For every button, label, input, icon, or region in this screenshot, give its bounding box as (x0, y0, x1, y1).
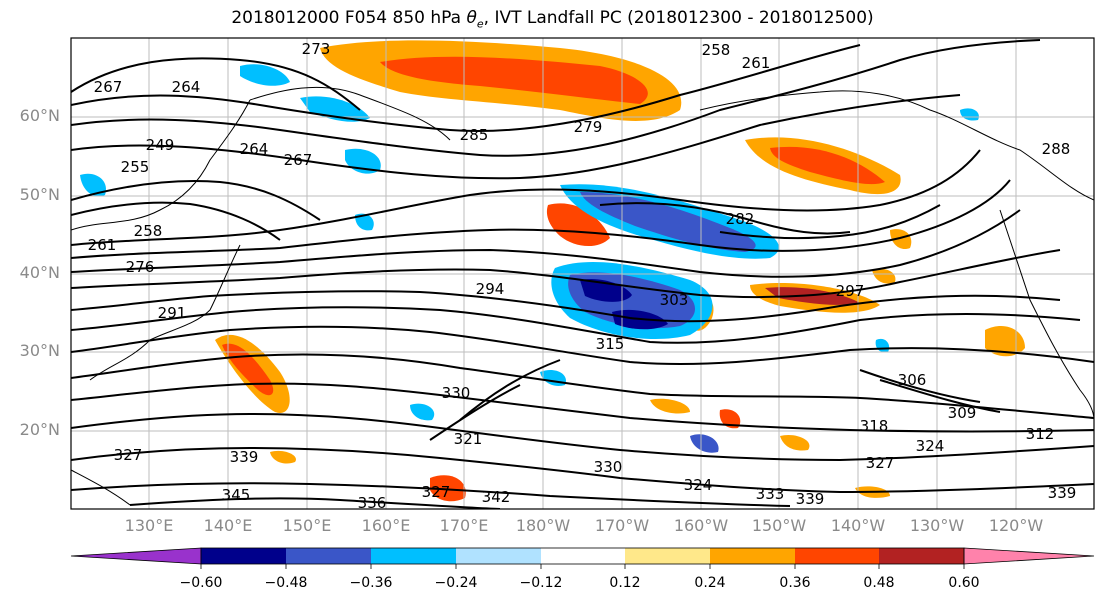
colorbar-tick-label: −0.24 (434, 575, 478, 591)
colorbar (70, 547, 1095, 569)
contour-label: 288 (1042, 140, 1071, 158)
contour-label: 324 (684, 476, 713, 494)
contour-label: 261 (88, 236, 117, 254)
contour-label: 249 (146, 136, 175, 154)
contour-label: 264 (240, 140, 269, 158)
map-frame (70, 37, 1095, 510)
lon-label: 130°W (909, 516, 965, 535)
contour-label: 312 (1026, 425, 1055, 443)
colorbar-segment (795, 548, 879, 564)
contour-label: 330 (442, 384, 471, 402)
colorbar-tick-label: −0.60 (179, 575, 223, 591)
colorbar-segment (201, 548, 286, 564)
lat-label: 60°N (19, 106, 60, 125)
contour-label: 342 (482, 488, 511, 506)
lon-label: 150°W (751, 516, 807, 535)
colorbar-extend-low (70, 547, 202, 565)
contour-label: 339 (230, 448, 259, 466)
contour-label: 330 (594, 458, 623, 476)
colorbar-segment (879, 548, 964, 564)
contour-label: 324 (916, 437, 945, 455)
colorbar-tick-label: −0.36 (349, 575, 393, 591)
colorbar-tick-label: 0.48 (863, 575, 895, 591)
map-title: 2018012000 F054 850 hPa θe, IVT Landfall… (231, 8, 874, 31)
colorbar-tick-label: 0.12 (609, 575, 641, 591)
lon-label: 140°W (830, 516, 886, 535)
contour-label: 339 (796, 490, 825, 508)
contour-label: 276 (126, 258, 155, 276)
theta-e-contours (71, 39, 1094, 509)
colorbar-tick-label: −0.48 (264, 575, 308, 591)
lat-label: 40°N (19, 263, 60, 282)
contour-label: 285 (460, 126, 489, 144)
colorbar-segment (541, 548, 625, 564)
contour-label: 267 (284, 151, 313, 169)
lon-label: 120°W (988, 516, 1044, 535)
contour-label: 273 (302, 40, 331, 58)
lon-label: 130°E (124, 516, 174, 535)
colorbar-tick-label: −0.12 (519, 575, 563, 591)
contour-label: 255 (121, 158, 150, 176)
colorbar-tick-label: 0.60 (948, 575, 980, 591)
contour-label: 327 (422, 483, 451, 501)
lat-label: 20°N (19, 420, 60, 439)
lon-label: 150°E (282, 516, 332, 535)
colorbar-segment (456, 548, 541, 564)
lat-label: 30°N (19, 341, 60, 360)
contour-label: 297 (836, 282, 865, 300)
colorbar-segment (710, 548, 795, 564)
colorbar-segment (286, 548, 371, 564)
lon-label: 170°W (594, 516, 650, 535)
contour-label: 267 (94, 78, 123, 96)
colorbar-tick-label: 0.36 (779, 575, 811, 591)
contour-label: 294 (476, 280, 505, 298)
contour-label: 321 (454, 430, 483, 448)
colorbar-tick-label: 0.24 (694, 575, 726, 591)
colorbar-extend-high (963, 547, 1095, 565)
lon-label: 160°E (361, 516, 411, 535)
contour-label: 318 (860, 417, 889, 435)
lon-label: 160°W (673, 516, 729, 535)
contour-label: 306 (898, 371, 927, 389)
contour-label: 345 (222, 486, 251, 504)
contour-label: 303 (660, 291, 689, 309)
contour-label: 264 (172, 78, 201, 96)
contour-label: 333 (756, 485, 785, 503)
contour-label: 336 (358, 494, 387, 512)
colorbar-frame (200, 547, 965, 565)
contour-label: 261 (742, 54, 771, 72)
negative-anomaly-shading (80, 64, 979, 453)
lon-label: 140°E (203, 516, 253, 535)
lon-label: 170°E (439, 516, 489, 535)
colorbar-segment (625, 548, 710, 564)
contour-label: 282 (726, 210, 755, 228)
colorbar-segment (371, 548, 456, 564)
contour-label: 291 (158, 304, 187, 322)
contour-label: 327 (866, 454, 895, 472)
contour-label: 339 (1048, 484, 1077, 502)
lat-label: 50°N (19, 185, 60, 204)
contour-label: 309 (948, 404, 977, 422)
lon-label: 180°W (515, 516, 571, 535)
contour-label: 258 (134, 222, 163, 240)
contour-labels: 258 261 267 264 273 249 264 267 255 285 … (88, 40, 1077, 512)
positive-anomaly-shading (215, 40, 1025, 502)
contour-label: 258 (702, 41, 731, 59)
contour-label: 279 (574, 118, 603, 136)
contour-label: 327 (114, 446, 143, 464)
contour-label: 315 (596, 335, 625, 353)
